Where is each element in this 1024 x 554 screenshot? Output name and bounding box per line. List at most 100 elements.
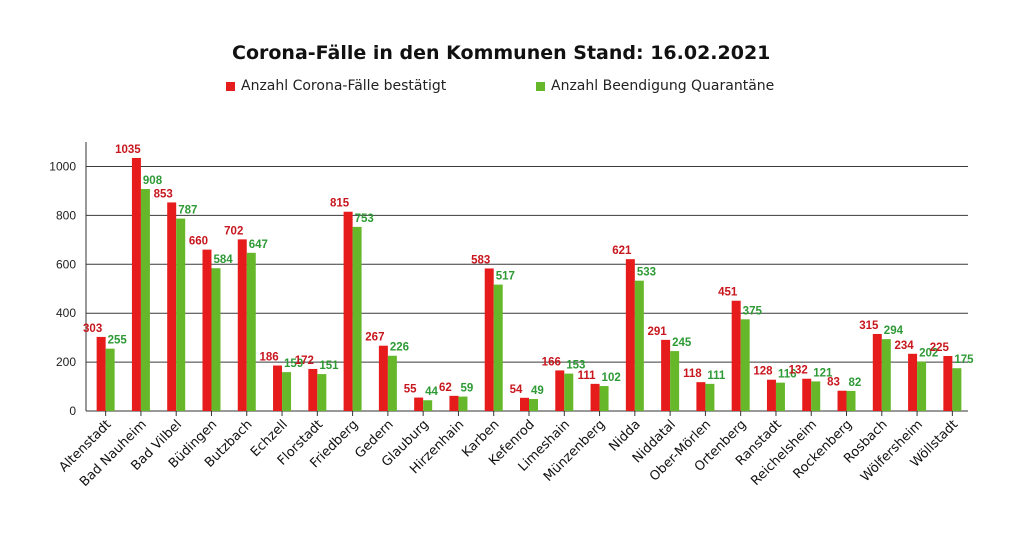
bar <box>493 284 503 411</box>
bar <box>131 157 141 411</box>
bar <box>872 333 882 411</box>
legend-label-quarantine-ended: Anzahl Beendigung Quarantäne <box>551 78 775 94</box>
data-label: 234 <box>894 340 914 352</box>
bar <box>740 319 750 411</box>
bar <box>731 300 741 411</box>
bar <box>881 339 891 411</box>
bar <box>211 268 221 411</box>
bar <box>458 396 468 411</box>
data-label: 121 <box>813 367 833 379</box>
data-label: 787 <box>178 205 197 217</box>
data-label: 128 <box>753 366 773 378</box>
bar <box>952 368 962 411</box>
data-label: 815 <box>330 198 350 210</box>
bar <box>423 400 433 411</box>
data-label: 660 <box>189 236 208 248</box>
data-label: 375 <box>743 305 763 317</box>
bar <box>167 202 177 411</box>
data-label: 315 <box>859 320 879 332</box>
bar <box>96 336 106 411</box>
bar <box>634 280 644 411</box>
data-label: 82 <box>849 377 862 389</box>
y-tick-label: 400 <box>56 306 76 320</box>
data-label: 118 <box>683 368 702 380</box>
data-label: 583 <box>471 254 490 266</box>
bar <box>943 355 953 411</box>
chart-title: Corona-Fälle in den Kommunen Stand: 16.0… <box>232 42 771 64</box>
bar <box>520 397 529 411</box>
data-label: 111 <box>578 370 597 382</box>
bar <box>837 390 847 411</box>
data-label: 159 <box>284 358 303 370</box>
data-label: 245 <box>672 337 692 349</box>
data-label: 202 <box>919 348 938 360</box>
bar <box>917 361 927 411</box>
bar <box>599 386 609 411</box>
data-label: 267 <box>365 332 384 344</box>
bar <box>246 252 256 411</box>
bar <box>908 353 918 411</box>
data-label: 753 <box>355 213 374 225</box>
bar <box>308 368 318 411</box>
y-tick-label: 200 <box>56 355 76 369</box>
data-label: 132 <box>789 365 808 377</box>
data-label: 908 <box>143 175 163 187</box>
data-label: 621 <box>612 245 632 257</box>
y-tick-label: 600 <box>56 257 76 271</box>
data-label: 303 <box>83 323 102 335</box>
data-label: 255 <box>108 335 128 347</box>
bar <box>202 249 212 411</box>
data-label: 111 <box>707 370 726 382</box>
bar <box>343 211 353 411</box>
data-label: 62 <box>439 382 452 394</box>
data-label: 83 <box>827 377 840 389</box>
bar <box>705 383 715 411</box>
data-label: 102 <box>602 372 621 384</box>
data-label: 291 <box>648 326 668 338</box>
data-label: 294 <box>884 325 904 337</box>
data-label: 151 <box>319 360 339 372</box>
data-label: 54 <box>510 384 523 396</box>
bar <box>449 395 459 411</box>
data-label: 584 <box>213 254 233 266</box>
bar <box>696 382 706 411</box>
legend-item-quarantine-ended: Anzahl Beendigung Quarantäne <box>536 78 774 94</box>
data-label: 517 <box>496 271 515 283</box>
bar <box>564 373 574 411</box>
data-label: 186 <box>259 352 278 364</box>
data-label: 172 <box>295 355 314 367</box>
bar <box>176 218 186 411</box>
y-tick-label: 1000 <box>49 160 76 174</box>
bar <box>140 188 150 411</box>
bar <box>625 259 635 411</box>
bar <box>661 339 671 411</box>
bar <box>846 390 856 411</box>
bar <box>414 397 424 411</box>
data-label: 55 <box>404 384 417 396</box>
y-tick-label: 800 <box>56 208 76 222</box>
legend-swatch-confirmed <box>226 81 235 91</box>
bar <box>105 348 115 411</box>
bar <box>237 239 247 411</box>
bar <box>775 382 785 411</box>
bar <box>317 374 327 411</box>
data-label: 44 <box>425 386 438 398</box>
data-label: 175 <box>954 354 974 366</box>
data-label: 702 <box>224 225 243 237</box>
bar <box>670 351 680 411</box>
data-label: 59 <box>460 383 473 395</box>
legend-swatch-quarantine-ended <box>536 81 545 91</box>
bar <box>529 399 538 411</box>
y-tick-label: 0 <box>69 404 76 418</box>
data-label: 116 <box>778 369 797 381</box>
bar <box>378 345 388 411</box>
bar <box>387 355 397 411</box>
data-label: 166 <box>542 356 561 368</box>
data-label: 226 <box>390 342 409 354</box>
data-label: 533 <box>637 267 656 279</box>
data-label: 1035 <box>115 144 141 156</box>
bar <box>766 379 776 411</box>
legend-item-confirmed: Anzahl Corona-Fälle bestätigt <box>226 78 446 94</box>
legend-label-confirmed: Anzahl Corona-Fälle bestätigt <box>241 78 447 94</box>
